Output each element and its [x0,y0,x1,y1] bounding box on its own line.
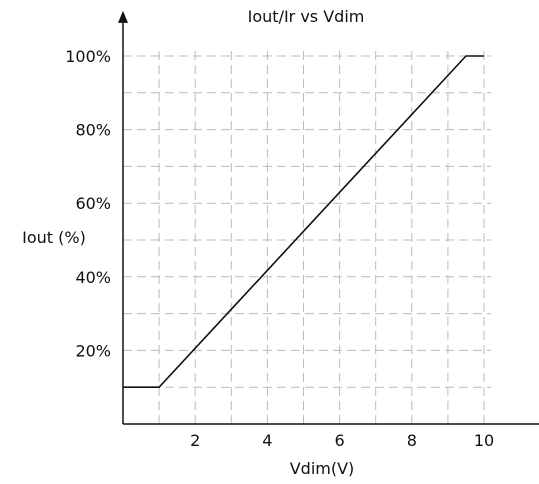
x-tick-label: 4 [262,431,272,450]
grid [123,48,492,424]
y-tick-label: 80% [75,121,111,140]
x-tick-labels: 2 4 6 8 10 [190,431,494,450]
y-tick-label: 100% [65,47,111,66]
chart-title: Iout/Ir vs Vdim [248,7,365,26]
y-tick-labels: 20% 40% 60% 80% 100% [65,47,111,360]
y-axis-arrow [118,10,128,23]
x-tick-label: 2 [190,431,200,450]
x-tick-label: 10 [474,431,494,450]
y-tick-label: 60% [75,194,111,213]
series-line [123,55,484,389]
y-tick-label: 40% [75,268,111,287]
y-axis-label: Iout (%) [22,228,86,247]
x-tick-label: 6 [335,431,345,450]
series [123,55,484,389]
axes [118,10,539,425]
y-tick-label: 20% [75,341,111,360]
x-tick-label: 8 [407,431,417,450]
x-axis-label: Vdim(V) [290,459,355,478]
